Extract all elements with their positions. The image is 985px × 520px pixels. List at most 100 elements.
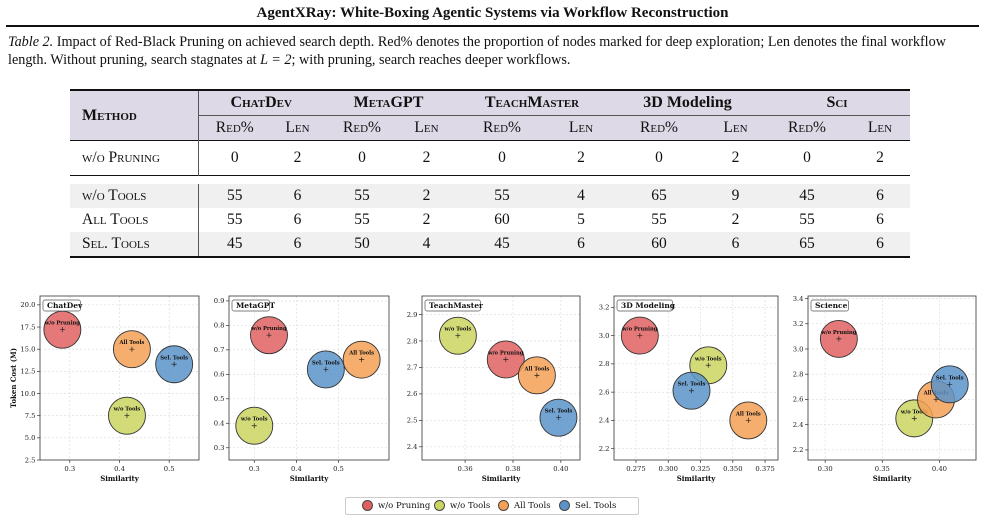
chart-title-box <box>810 299 849 312</box>
cell-len: 4 <box>551 184 611 208</box>
bubble-center-mark <box>171 361 177 367</box>
bubble-center-mark <box>455 333 461 339</box>
y-tick-label: 2.6 <box>599 388 610 396</box>
running-header: AgentXRay: White-Boxing Agentic Systems … <box>256 5 729 21</box>
table-row: Sel. Tools 45 6 50 4 45 6 60 6 65 6 <box>70 232 910 257</box>
y-tick-label: 2.4 <box>407 443 418 451</box>
caption-label: Table 2. <box>8 34 54 50</box>
bubble-center-mark <box>359 357 365 363</box>
y-tick-label: 0.6 <box>214 371 225 379</box>
cell-len: 6 <box>707 232 764 257</box>
x-axis-label: Similarity <box>677 474 717 483</box>
cell-len: 2 <box>876 149 884 166</box>
cell-red-pct: 60 <box>611 232 707 257</box>
legend-label: All Tools <box>514 500 551 511</box>
subheader-len: Len <box>271 115 324 141</box>
subheader-len: Len <box>850 115 910 141</box>
cell-red-pct: 55 <box>324 184 400 208</box>
table-row: w/o Pruning 0 2 0 2 0 2 0 2 0 2 <box>70 140 910 176</box>
x-tick-label: 0.4 <box>291 465 302 473</box>
x-tick-label: 0.350 <box>723 465 742 473</box>
bubble-center-mark <box>534 372 540 378</box>
cell-red-pct: 55 <box>453 184 551 208</box>
x-tick-label: 0.325 <box>691 465 710 473</box>
legend-label: w/o Pruning <box>378 500 431 511</box>
y-tick-label: 2.5 <box>407 417 418 425</box>
bubble-center-mark <box>688 388 694 394</box>
legend-label: Sel. Tools <box>575 500 617 511</box>
bubble-label: Sel. Tools <box>545 409 573 415</box>
y-tick-label: 15.0 <box>20 345 35 353</box>
cell-len: 6 <box>876 211 884 228</box>
bubble-center-mark <box>637 333 643 339</box>
x-tick-label: 0.35 <box>875 465 890 473</box>
cell-red-pct: 45 <box>453 232 551 257</box>
bubble-label: All Tools <box>348 351 374 357</box>
chart-title-box <box>424 299 481 312</box>
subheader-len: Len <box>400 115 453 141</box>
chart-svg: 0.3 0.4 0.5 2.5 5.0 7.5 10.0 12.5 15.0 17.5 20.0 Si… <box>9 295 200 483</box>
legend-item: All Tools <box>498 500 551 511</box>
x-tick-label: 0.5 <box>333 465 344 473</box>
group-header-teachmaster: TeachMaster <box>453 90 611 116</box>
y-tick-label: 12.5 <box>20 368 35 376</box>
legend-item: w/o Tools <box>434 500 490 511</box>
caption-math: L = 2 <box>260 51 292 68</box>
chart-title: Science <box>815 301 848 310</box>
bubble-center-mark <box>124 413 130 419</box>
y-tick-label: 2.4 <box>793 421 804 429</box>
legend-item: w/o Pruning <box>362 500 430 511</box>
cell-red-pct: 0 <box>498 149 506 166</box>
cell-red-pct: 65 <box>764 232 850 257</box>
row-method: Sel. Tools <box>70 232 198 257</box>
cell-len: 2 <box>731 149 740 166</box>
cell-red-pct: 55 <box>354 211 370 228</box>
plot-frame <box>228 295 390 461</box>
bubble-label: All Tools <box>523 366 549 372</box>
bubble-label: w/o Pruning <box>621 327 658 333</box>
x-axis-label: Similarity <box>873 474 913 483</box>
legend-swatch <box>559 500 570 511</box>
bubble-center-mark <box>555 415 561 421</box>
cell-len: 6 <box>850 184 910 208</box>
cell-red-pct: 55 <box>197 208 271 232</box>
cell-len: 6 <box>850 232 910 257</box>
bubble-chart-panels: 0.3 0.4 0.5 2.5 5.0 7.5 10.0 12.5 15.0 17.5 20.0 Si… <box>0 290 985 490</box>
x-tick-label: 0.275 <box>626 465 645 473</box>
bubble-center-mark <box>59 327 65 333</box>
bubble-label: w/o Tools <box>240 417 268 423</box>
cell-len: 6 <box>293 211 302 228</box>
y-tick-label: 10.0 <box>20 390 35 398</box>
header-rule <box>6 25 979 27</box>
y-tick-label: 0.7 <box>214 346 225 354</box>
y-tick-label: 20.0 <box>20 301 35 309</box>
plot-frame <box>807 295 977 461</box>
group-header-sci: Sci <box>764 90 910 116</box>
row-method: All Tools <box>82 211 149 228</box>
bubble-center-mark <box>129 346 135 352</box>
cell-red-pct: 0 <box>358 149 366 166</box>
y-tick-label: 2.7 <box>407 364 418 372</box>
group-header-metagpt: MetaGPT <box>324 90 453 116</box>
bubble-label: Sel. Tools <box>312 360 340 366</box>
bubble-label: w/o Pruning <box>487 350 524 356</box>
bubble-label: w/o Tools <box>113 407 141 413</box>
y-tick-label: 2.8 <box>599 360 610 368</box>
cell-red-pct: 60 <box>494 211 510 228</box>
y-tick-label: 2.2 <box>793 446 804 454</box>
method-header: Method <box>70 90 198 141</box>
chart-panel-chatdev: 0.3 0.4 0.5 2.5 5.0 7.5 10.0 12.5 15.0 17.5 20.0 Si… <box>8 290 203 490</box>
cell-len: 5 <box>577 211 585 228</box>
x-tick-label: 0.40 <box>932 465 947 473</box>
bubble-label: Sel. Tools <box>936 375 964 381</box>
x-axis-label: Similarity <box>482 474 522 483</box>
cell-red-pct: 55 <box>651 211 667 228</box>
bubble-label: w/o Pruning <box>820 330 857 336</box>
y-tick-label: 2.8 <box>407 337 418 345</box>
bubble-label: w/o Tools <box>694 356 722 362</box>
cell-red-pct: 0 <box>655 149 663 166</box>
cell-len: 2 <box>422 149 431 166</box>
y-tick-label: 3.4 <box>793 295 804 303</box>
plot-frame <box>613 295 779 461</box>
y-tick-label: 7.5 <box>25 412 36 420</box>
